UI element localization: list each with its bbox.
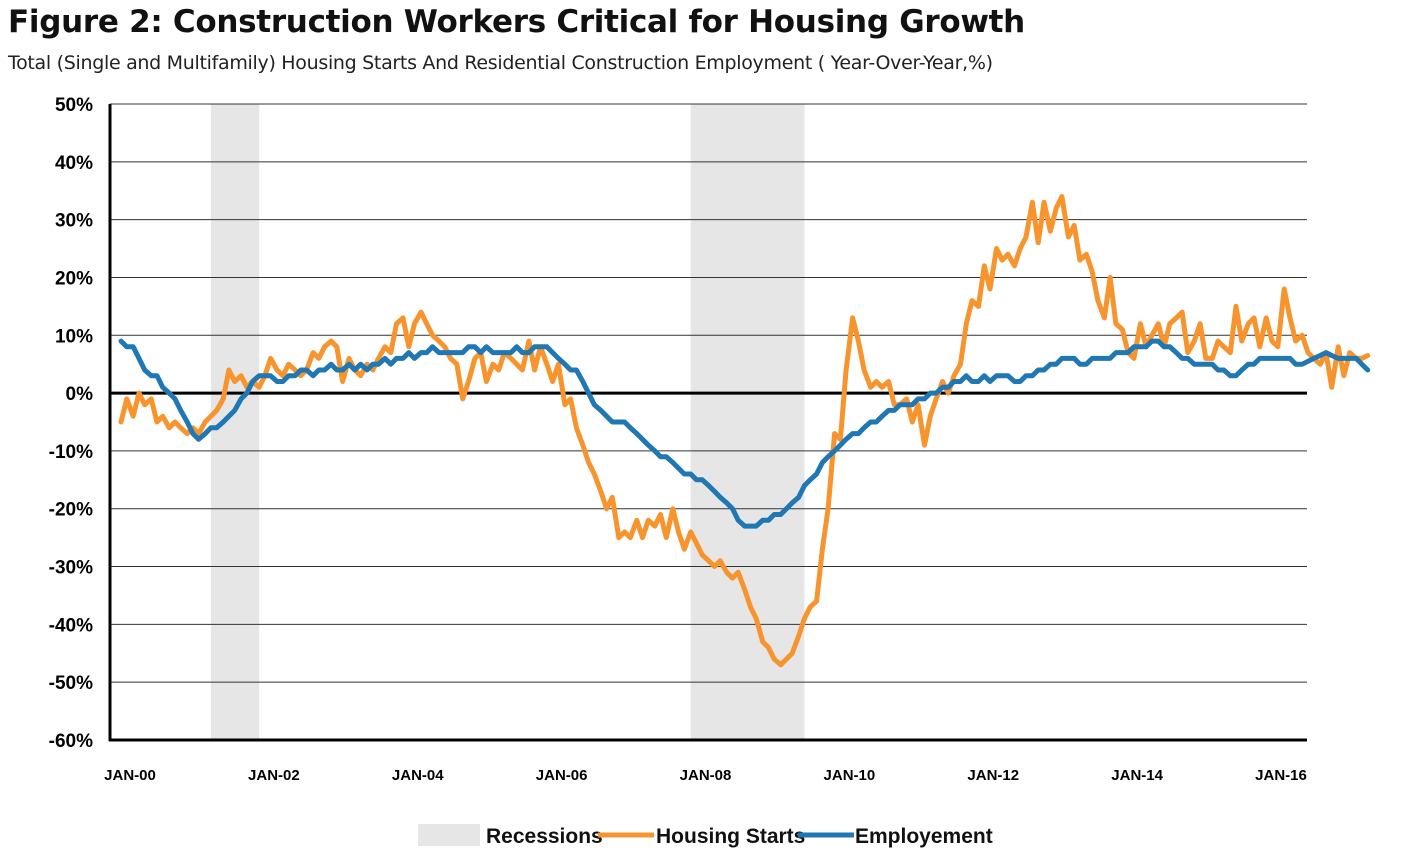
series-line-employment (118, 338, 1371, 529)
y-tick-label: -20% (49, 500, 93, 521)
series-line-housing (118, 194, 1371, 668)
legend: Recessions Housing Starts Employement (418, 824, 993, 848)
x-tick-label: JAN-14 (1111, 767, 1163, 784)
chart-title: Figure 2: Construction Workers Critical … (8, 4, 1025, 40)
y-tick-label: 50% (55, 95, 93, 116)
legend-label-employment: Employement (855, 825, 993, 848)
y-axis-tick-labels: 50% 40% 30% 20% 10% 0% -10% -20% -30% -40% -50% -60… (49, 95, 93, 752)
y-tick-label: 0% (66, 384, 94, 405)
x-tick-label: JAN-02 (248, 767, 300, 784)
y-tick-label: -60% (49, 731, 93, 752)
y-tick-label: 30% (55, 211, 93, 232)
x-tick-label: JAN-12 (967, 767, 1019, 784)
y-tick-label: 10% (55, 326, 93, 347)
x-tick-label: JAN-08 (680, 767, 732, 784)
x-tick-label: JAN-00 (104, 767, 156, 784)
chart-subtitle: Total (Single and Multifamily) Housing S… (8, 52, 993, 74)
x-tick-label: JAN-16 (1255, 767, 1307, 784)
legend-label-recession: Recessions (486, 825, 603, 848)
legend-label-housing: Housing Starts (656, 825, 805, 848)
y-tick-label: -10% (49, 442, 93, 463)
x-tick-label: JAN-04 (392, 767, 444, 784)
y-tick-label: 20% (55, 268, 93, 289)
axes (108, 104, 1307, 742)
y-tick-label: 40% (55, 153, 93, 174)
x-tick-label: JAN-10 (824, 767, 876, 784)
recession-band-2 (690, 104, 805, 740)
y-tick-label: -30% (49, 558, 93, 579)
recession-shading (210, 104, 805, 740)
legend-swatch-recession (418, 824, 480, 846)
gridlines (110, 103, 1307, 683)
recession-band-1 (210, 104, 260, 740)
y-tick-label: -50% (49, 673, 93, 694)
x-axis-tick-labels: JAN-00 JAN-02 JAN-04 JAN-06 JAN-08 JAN-10 JAN-… (104, 767, 1307, 784)
x-tick-label: JAN-06 (536, 767, 588, 784)
y-tick-label: -40% (49, 615, 93, 636)
series-lines (118, 194, 1371, 668)
